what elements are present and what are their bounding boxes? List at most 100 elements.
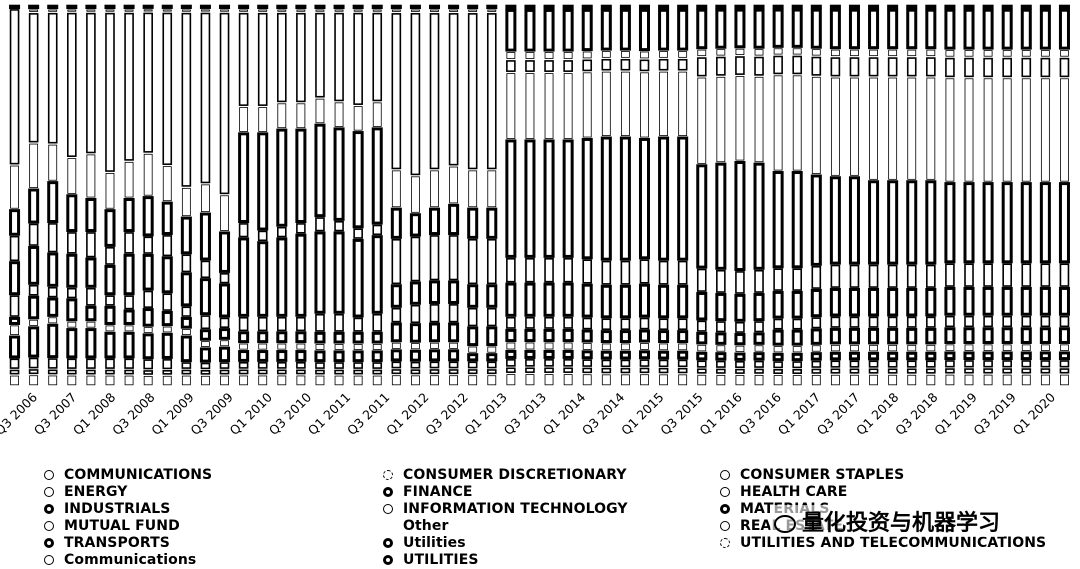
bar-segment-mutual-fund — [47, 223, 58, 253]
bar-segment-consumer-staples — [372, 369, 383, 375]
bar-segment-industrials — [486, 326, 498, 347]
bar-segment-communications — [582, 59, 593, 72]
legend-swatch-icon — [44, 537, 54, 548]
bar-segment-energy — [276, 361, 287, 369]
legend-item[interactable]: INFORMATION TECHNOLOGY — [383, 500, 628, 517]
bar-segment-consumer-staples — [47, 369, 58, 375]
bar-segment-health-care — [678, 343, 688, 351]
bar-segment-industrials — [581, 329, 593, 343]
bar-segment-consumer-staples — [906, 368, 917, 374]
bar-segment-materials — [104, 264, 116, 296]
bar-segment-transports — [85, 197, 97, 233]
bar-segment-mutual-fund — [525, 257, 535, 283]
bar-segment-materials — [314, 231, 326, 314]
bar-segment-consumer-staples — [868, 368, 879, 374]
bar-segment-energy — [735, 360, 745, 369]
bar-segment-utilities — [486, 4, 498, 10]
legend-label: Other — [403, 517, 449, 534]
bar-segment-consumer-staples — [735, 368, 745, 374]
legend-item[interactable]: MUTUAL FUND — [44, 517, 212, 534]
bar-segment-utilities-and-telecommunications — [773, 75, 783, 171]
bar-segment-finance — [696, 351, 708, 361]
bar-segment-energy — [372, 362, 383, 369]
legend-item[interactable]: Utilities — [383, 534, 628, 551]
bar-segment-utilities — [352, 4, 364, 10]
bar-segment-health-care — [888, 344, 898, 352]
bar-segment-utilities — [753, 8, 765, 49]
bar-segment-utilities-and-telecommunications — [582, 72, 592, 138]
bar-segment-consumer-discretionary — [67, 375, 77, 386]
bar-segment-communications — [906, 57, 917, 77]
legend-item[interactable]: Communications — [44, 551, 212, 568]
bar-segment-communications — [792, 55, 803, 75]
bar-segment-industrials — [715, 332, 727, 345]
bar-segment-other — [907, 49, 917, 57]
bar-segment-materials — [238, 237, 250, 317]
bar-segment-communications — [86, 12, 96, 154]
legend-item[interactable]: FINANCE — [383, 483, 628, 500]
bar-segment-consumer-discretionary — [124, 375, 134, 386]
bar-segment-energy — [219, 362, 230, 369]
bar-segment-information-technology — [506, 316, 516, 329]
bar-segment-communications — [1002, 57, 1012, 78]
bar-segment-utilities-and-telecommunications — [1021, 78, 1031, 182]
legend-item[interactable]: INDUSTRIALS — [44, 500, 212, 517]
bar-segment-finance — [257, 350, 269, 362]
bar-segment-utilities — [581, 8, 593, 52]
bar-segment-information-technology — [9, 295, 20, 317]
bar-segment-utilities — [906, 4, 918, 10]
legend-item[interactable]: UTILITIES — [383, 551, 628, 568]
bar-segment-information-technology — [315, 313, 325, 332]
bar-segment-health-care — [773, 346, 783, 353]
bar-segment-information-technology — [849, 316, 860, 328]
bar-segment-communications — [849, 57, 860, 77]
legend-swatch-icon — [44, 554, 54, 565]
bar-segment-energy — [773, 361, 783, 369]
bar-segment-other — [792, 48, 802, 55]
bar-segment-industrials — [810, 328, 822, 345]
bar-segment-transports — [486, 207, 498, 239]
bar-segment-consumer-discretionary — [372, 375, 382, 386]
bar-segment-transports — [829, 176, 841, 265]
bar-segment-consumer-staples — [143, 370, 153, 375]
bar-segment-consumer-discretionary — [48, 375, 58, 386]
bar-segment-energy — [257, 361, 268, 369]
bar-segment-other — [1060, 50, 1069, 57]
bar-segment-finance — [180, 335, 192, 363]
legend-item[interactable]: CONSUMER DISCRETIONARY — [383, 466, 628, 483]
legend-item[interactable]: COMMUNICATIONS — [44, 466, 212, 483]
bar-segment-consumer-staples — [296, 369, 306, 375]
bar-segment-information-technology — [257, 316, 268, 332]
bar-segment-utilities-and-telecommunications — [850, 77, 859, 176]
bar-segment-industrials — [982, 327, 994, 344]
bar-segment-utilities — [180, 4, 192, 10]
bar-segment-transports — [1039, 182, 1051, 264]
legend-item[interactable]: TRANSPORTS — [44, 534, 212, 551]
bar-segment-mutual-fund — [677, 260, 688, 285]
legend-label: ENERGY — [64, 483, 128, 500]
bar-segment-finance — [66, 328, 78, 359]
legend-column: COMMUNICATIONS ENERGY INDUSTRIALS MUTUAL FU… — [44, 466, 212, 568]
legend-label: COMMUNICATIONS — [64, 466, 213, 483]
bar-segment-materials — [677, 284, 689, 319]
bar-segment-other — [181, 9, 191, 12]
bar-segment-utilities-and-telecommunications — [143, 153, 153, 196]
bar-segment-information-technology — [754, 321, 764, 333]
bar-segment-mutual-fund — [849, 264, 860, 288]
legend-item[interactable]: Other — [383, 517, 628, 534]
bar-segment-finance — [848, 351, 860, 361]
legend-item[interactable]: ENERGY — [44, 483, 212, 500]
bar-segment-utilities — [524, 4, 536, 10]
legend-item[interactable]: HEALTH CARE — [720, 483, 1046, 500]
bar-segment-mutual-fund — [1040, 263, 1051, 287]
bar-segment-consumer-staples — [67, 369, 77, 375]
bar-segment-utilities-and-telecommunications — [659, 71, 668, 136]
legend-item[interactable]: UTILITIES AND TELECOMMUNICATIONS — [720, 534, 1046, 551]
bar-segment-information-technology — [830, 316, 841, 328]
bar-segment-other — [525, 52, 535, 59]
legend-swatch-icon — [383, 486, 393, 497]
bar-segment-energy — [1021, 360, 1032, 368]
legend-item[interactable]: CONSUMER STAPLES — [720, 466, 1046, 483]
bar-segment-industrials — [219, 328, 231, 340]
bar-segment-industrials — [409, 323, 421, 343]
